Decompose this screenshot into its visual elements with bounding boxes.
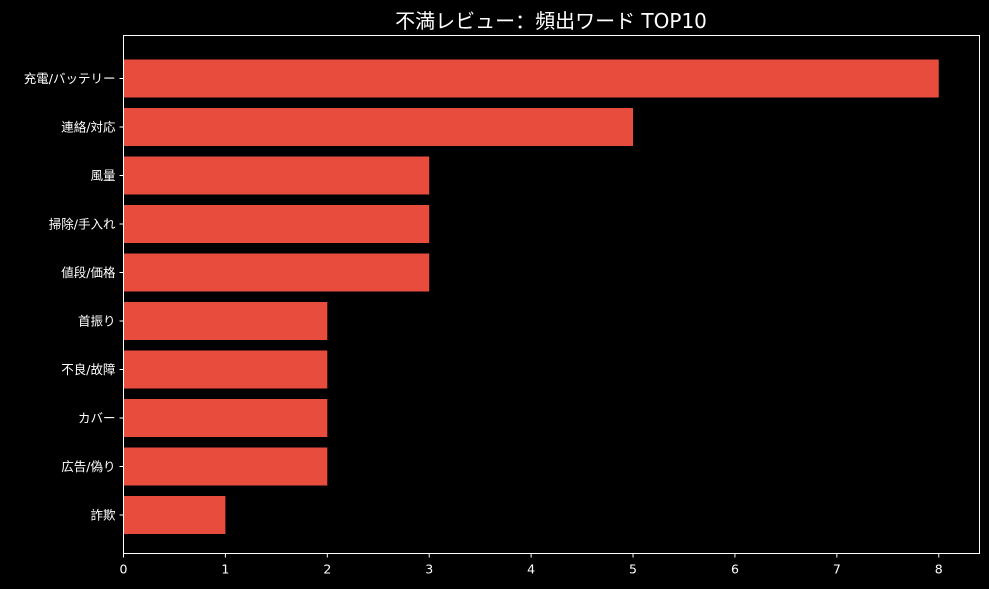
chart-title: 不満レビュー：頻出ワード TOP10 [395, 9, 707, 33]
x-tick-label: 7 [833, 562, 841, 577]
plot-frame [123, 35, 980, 554]
x-tick-label: 0 [120, 562, 128, 577]
x-tick-label: 8 [935, 562, 943, 577]
x-tick-label: 5 [629, 562, 637, 577]
bar [123, 447, 328, 486]
x-tick-label: 3 [425, 562, 433, 577]
bar [123, 59, 939, 98]
bar [123, 350, 328, 389]
bar [123, 108, 634, 146]
bar [123, 205, 430, 243]
x-tick-label: 1 [221, 562, 229, 577]
category-labels-group: 充電/バッテリー連絡/対応風量掃除/手入れ値段/価格首振り不良/故障カバー広告/… [24, 71, 124, 523]
category-label: カバー [78, 411, 116, 426]
category-label: 広告/偽り [61, 459, 115, 474]
bar [123, 253, 430, 292]
bars-group [123, 59, 939, 534]
category-label: 不良/故障 [61, 362, 115, 377]
bar [123, 302, 328, 340]
bar [123, 399, 328, 437]
x-tick-label: 6 [731, 562, 739, 577]
x-tick-label: 2 [323, 562, 331, 577]
category-label: 連絡/対応 [61, 120, 116, 135]
x-tick-label: 4 [527, 562, 535, 577]
bar [123, 496, 226, 534]
category-label: 充電/バッテリー [24, 71, 116, 86]
bar [123, 156, 430, 195]
category-label: 首振り [78, 314, 116, 329]
category-label: 詐欺 [90, 508, 116, 523]
category-label: 値段/価格 [61, 265, 116, 280]
category-label: 掃除/手入れ [49, 217, 116, 232]
x-ticks-group: 0 1 2 3 4 5 6 7 8 [120, 553, 943, 577]
category-label: 風量 [90, 168, 115, 183]
